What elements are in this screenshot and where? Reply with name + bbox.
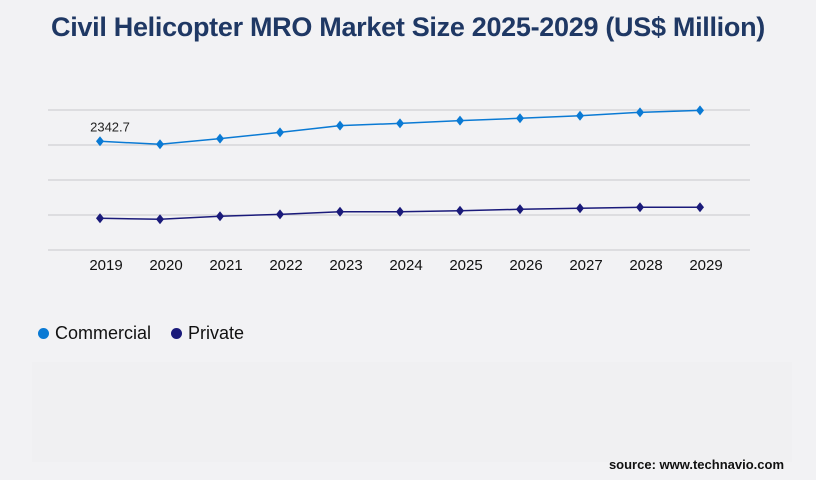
x-tick-label: 2028 xyxy=(629,257,662,274)
background-panel xyxy=(32,362,792,462)
data-point-private xyxy=(276,209,284,220)
data-point-private xyxy=(396,206,404,217)
legend-marker-commercial xyxy=(38,328,49,339)
x-tick-label: 2020 xyxy=(149,257,182,274)
data-point-commercial xyxy=(396,118,404,129)
data-label: 2342.7 xyxy=(90,119,130,134)
data-point-private xyxy=(156,214,164,225)
legend-label: Commercial xyxy=(55,323,152,343)
x-tick-label: 2029 xyxy=(689,257,722,274)
legend-item-private[interactable]: Private xyxy=(171,323,244,344)
x-tick-label: 2022 xyxy=(269,257,302,274)
x-tick-label: 2023 xyxy=(329,257,362,274)
legend-marker-private xyxy=(171,328,183,339)
data-point-commercial xyxy=(276,127,284,138)
data-point-private xyxy=(336,206,344,217)
data-point-commercial xyxy=(576,110,584,121)
legend-item-commercial[interactable]: Commercial xyxy=(38,323,151,344)
data-point-private xyxy=(96,213,104,224)
x-tick-label: 2021 xyxy=(209,257,242,274)
data-point-commercial xyxy=(336,120,344,131)
x-tick-label: 2025 xyxy=(449,257,482,274)
chart-title: Civil Helicopter MRO Market Size 2025-20… xyxy=(51,12,765,42)
x-tick-label: 2027 xyxy=(569,257,602,274)
data-point-commercial xyxy=(636,107,644,118)
data-point-private xyxy=(516,204,524,215)
legend: Commercial Private xyxy=(38,323,244,344)
data-point-commercial xyxy=(456,115,464,126)
data-point-commercial xyxy=(216,133,224,144)
x-tick-label: 2026 xyxy=(509,257,542,274)
data-point-private xyxy=(456,205,464,216)
data-point-private xyxy=(636,202,644,213)
x-tick-label: 2024 xyxy=(389,257,422,274)
data-point-private xyxy=(696,202,704,213)
data-point-private xyxy=(576,203,584,214)
x-tick-label: 2019 xyxy=(89,257,122,274)
data-point-private xyxy=(216,211,224,222)
data-point-commercial xyxy=(96,136,104,147)
data-point-commercial xyxy=(516,113,524,124)
data-point-commercial xyxy=(696,105,704,116)
line-chart: 2019 2020 2021 2022 2023 2024 2025 2026 2027 2028… xyxy=(48,105,750,274)
data-point-commercial xyxy=(156,139,164,150)
legend-label: Private xyxy=(188,323,245,343)
source-text: source: www.technavio.com xyxy=(608,457,784,472)
